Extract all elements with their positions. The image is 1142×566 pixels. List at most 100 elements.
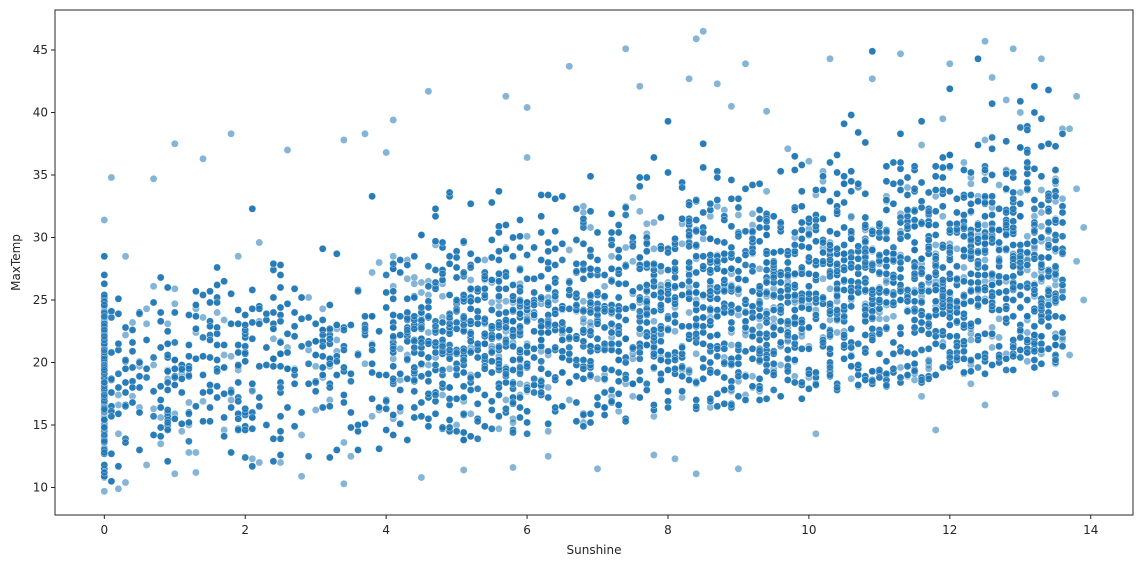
- scatter-point: [304, 293, 313, 302]
- scatter-point: [995, 333, 1003, 342]
- scatter-point: [967, 336, 975, 344]
- scatter-point: [847, 374, 856, 383]
- scatter-point: [769, 314, 778, 323]
- scatter-point: [762, 187, 771, 196]
- scatter-point: [445, 364, 454, 373]
- scatter-point: [375, 258, 383, 267]
- scatter-point: [896, 363, 905, 372]
- scatter-point: [318, 304, 327, 313]
- scatter-point: [495, 424, 503, 433]
- scatter-point: [924, 357, 933, 366]
- scatter-point: [621, 243, 630, 252]
- scatter-point: [586, 223, 595, 232]
- scatter-point: [417, 278, 426, 287]
- scatter-point: [960, 158, 968, 167]
- scatter-point: [163, 319, 172, 328]
- scatter-point: [981, 221, 989, 229]
- scatter-point: [368, 412, 376, 421]
- scatter-point: [199, 397, 207, 406]
- scatter-point: [544, 427, 553, 436]
- scatter-point: [220, 351, 228, 359]
- scatter-point: [642, 219, 651, 228]
- scatter-point: [213, 308, 221, 317]
- scatter-point: [931, 241, 940, 249]
- scatter-point: [678, 239, 686, 248]
- scatter-point: [981, 256, 989, 264]
- scatter-point: [628, 392, 637, 401]
- scatter-point: [685, 366, 693, 374]
- scatter-point: [509, 418, 517, 427]
- scatter-point: [593, 374, 602, 383]
- scatter-point: [995, 181, 1003, 189]
- scatter-point: [516, 379, 524, 388]
- scatter-point: [227, 352, 235, 361]
- scatter-point: [185, 448, 193, 457]
- scatter-point: [826, 284, 834, 293]
- scatter-point: [248, 387, 257, 396]
- scatter-point: [142, 319, 151, 328]
- scatter-point: [953, 244, 961, 253]
- scatter-point: [410, 279, 419, 288]
- scatter-point: [1037, 186, 1046, 194]
- scatter-point: [607, 252, 616, 261]
- scatter-point: [635, 207, 644, 216]
- scatter-point: [579, 314, 588, 323]
- scatter-point: [685, 308, 693, 317]
- scatter-point: [776, 361, 785, 369]
- scatter-point: [523, 153, 531, 162]
- scatter-point: [1030, 271, 1039, 279]
- scatter-point: [114, 484, 123, 493]
- scatter-point: [1037, 222, 1046, 231]
- scatter-point: [544, 383, 553, 392]
- scatter-point: [1002, 96, 1011, 104]
- scatter-point: [727, 341, 736, 349]
- scatter-point: [692, 349, 701, 358]
- scatter-point: [974, 363, 982, 372]
- scatter-point: [424, 328, 433, 337]
- scatter-point: [1023, 328, 1032, 337]
- scatter-point: [502, 396, 510, 404]
- scatter-point: [671, 327, 679, 336]
- scatter-point: [748, 209, 757, 218]
- scatter-point: [297, 431, 306, 439]
- scatter-point: [185, 398, 193, 407]
- scatter-point: [248, 454, 257, 463]
- scatter-point: [628, 257, 637, 266]
- scatter-point: [523, 232, 531, 241]
- scatter-point: [234, 252, 243, 261]
- scatter-point: [255, 238, 264, 247]
- scatter-point: [121, 252, 130, 261]
- scatter-point: [650, 244, 658, 253]
- scatter-point: [924, 364, 933, 373]
- scatter-point: [269, 334, 278, 343]
- scatter-point: [480, 256, 489, 264]
- scatter-point: [192, 448, 200, 457]
- scatter-point: [1023, 232, 1032, 241]
- scatter-point: [403, 274, 412, 283]
- scatter-point: [847, 212, 856, 221]
- scatter-point: [142, 304, 151, 313]
- scatter-point: [487, 298, 496, 307]
- scatter-point: [1037, 208, 1046, 217]
- scatter-point: [170, 299, 179, 308]
- scatter-point: [347, 452, 355, 461]
- scatter-point: [1023, 357, 1032, 366]
- scatter-point: [417, 288, 426, 297]
- scatter-point: [579, 297, 588, 306]
- scatter-point: [882, 278, 891, 287]
- scatter-point: [650, 218, 658, 227]
- scatter-point: [502, 297, 510, 306]
- scatter-point: [149, 361, 158, 369]
- scatter-point: [156, 413, 165, 422]
- scatter-point: [389, 252, 398, 261]
- scatter-point: [220, 316, 228, 324]
- scatter-point: [276, 458, 285, 467]
- scatter-point: [650, 317, 658, 326]
- scatter-point: [1016, 188, 1025, 197]
- scatter-point: [755, 322, 764, 331]
- scatter-point: [466, 409, 475, 418]
- scatter-point: [149, 282, 158, 291]
- scatter-point: [565, 396, 574, 404]
- scatter-point: [114, 429, 123, 438]
